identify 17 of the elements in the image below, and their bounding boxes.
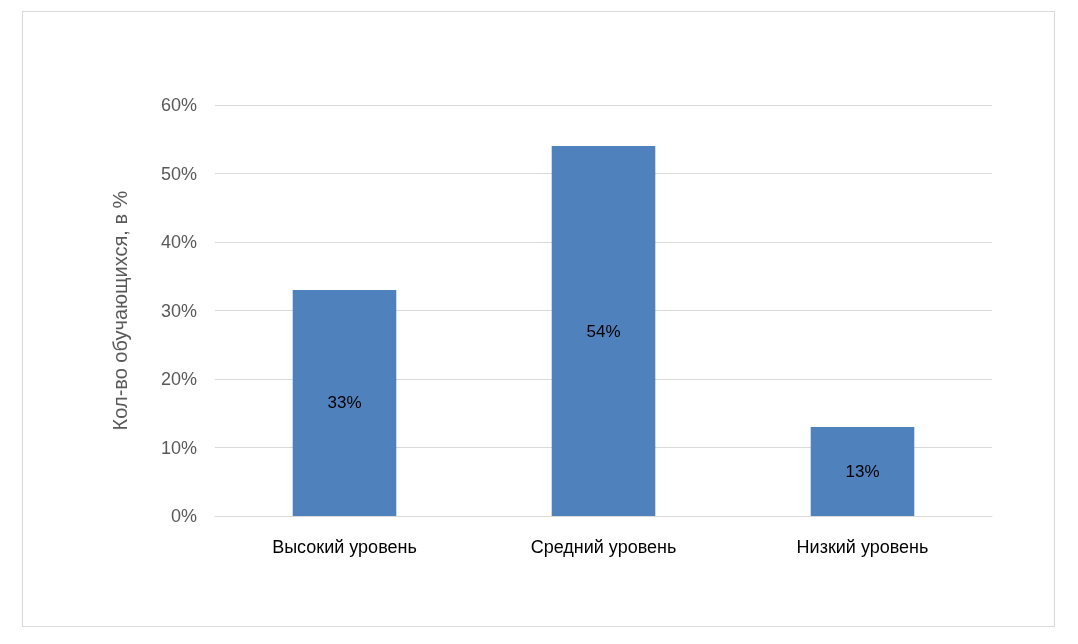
bar (292, 289, 397, 516)
y-tick-label: 20% (160, 369, 197, 389)
y-tick-label: 30% (160, 300, 197, 321)
y-tick-label: 50% (160, 163, 197, 184)
y-tick-label: 40% (160, 232, 197, 252)
y-axis-title: Кол-во обучающихся, в % (109, 190, 131, 431)
y-tick-label: 10% (160, 437, 197, 458)
y-tick-label: 0% (170, 506, 197, 526)
data-label: 33% (327, 393, 362, 413)
data-label: 54% (586, 321, 621, 341)
x-tick-label: Высокий уровень (272, 537, 417, 557)
data-label: 13% (845, 461, 880, 481)
x-tick-label: Средний уровень (530, 537, 677, 557)
x-tick-label: Низкий уровень (796, 537, 929, 557)
bar (810, 426, 915, 516)
bar (551, 146, 656, 516)
y-tick-label: 60% (160, 95, 197, 115)
